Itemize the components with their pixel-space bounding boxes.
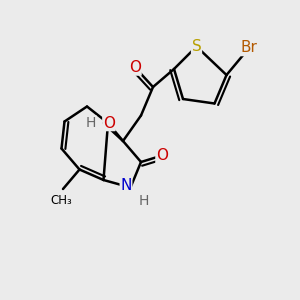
Text: Br: Br bbox=[241, 40, 257, 56]
Text: H: H bbox=[139, 194, 149, 208]
Text: H: H bbox=[86, 116, 96, 130]
Text: O: O bbox=[103, 116, 115, 130]
Text: O: O bbox=[156, 148, 168, 164]
Text: N: N bbox=[120, 178, 132, 194]
Text: O: O bbox=[129, 60, 141, 75]
Text: S: S bbox=[192, 39, 201, 54]
Text: CH₃: CH₃ bbox=[51, 194, 72, 207]
